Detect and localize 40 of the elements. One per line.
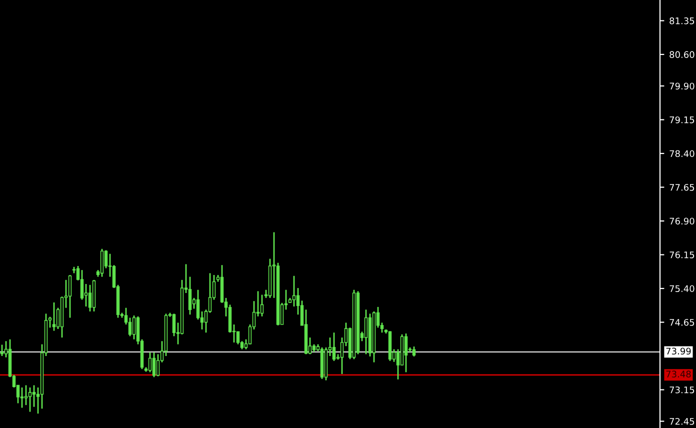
candlestick xyxy=(148,352,152,373)
candlestick xyxy=(292,275,296,308)
y-tick-label: 76.90 xyxy=(670,218,694,225)
candlestick xyxy=(332,332,336,362)
candlestick xyxy=(0,344,4,357)
candlestick xyxy=(412,346,416,358)
candlestick xyxy=(20,386,24,408)
y-tick-label: 80.60 xyxy=(670,51,694,58)
candlestick xyxy=(364,308,368,355)
candlestick xyxy=(32,384,36,408)
candlestick xyxy=(152,352,156,378)
candlestick xyxy=(84,283,88,308)
candlestick xyxy=(52,302,56,332)
y-tick-label: 77.65 xyxy=(670,184,694,191)
candlestick xyxy=(88,284,92,312)
ref-line-label: 73.48 xyxy=(666,370,691,378)
candlestick xyxy=(28,386,32,412)
candlestick xyxy=(24,384,28,406)
candlestick xyxy=(188,276,192,316)
candlestick xyxy=(156,353,160,377)
candlestick xyxy=(68,274,72,318)
y-tick-label: 81.35 xyxy=(670,17,694,24)
y-tick-label: 72.45 xyxy=(670,418,694,425)
candlestick xyxy=(236,330,240,345)
y-tick-label: 79.90 xyxy=(670,82,694,90)
y-tick-label: 75.40 xyxy=(670,285,694,292)
candlestick xyxy=(172,312,176,337)
candlestick xyxy=(128,317,132,337)
candlestick xyxy=(80,269,84,300)
y-tick-label: 73.15 xyxy=(670,386,694,394)
y-tick-label: 76.15 xyxy=(670,251,694,258)
y-tick-label: 74.65 xyxy=(670,318,694,326)
ref-line-label: 73.99 xyxy=(666,348,691,355)
candlestick xyxy=(132,314,136,340)
candlestick xyxy=(100,248,104,278)
y-tick-label: 79.15 xyxy=(670,116,694,124)
candlestick xyxy=(260,294,264,318)
y-tick-label: 78.40 xyxy=(670,150,694,158)
candlestick xyxy=(196,289,200,320)
candlestick xyxy=(404,332,408,373)
